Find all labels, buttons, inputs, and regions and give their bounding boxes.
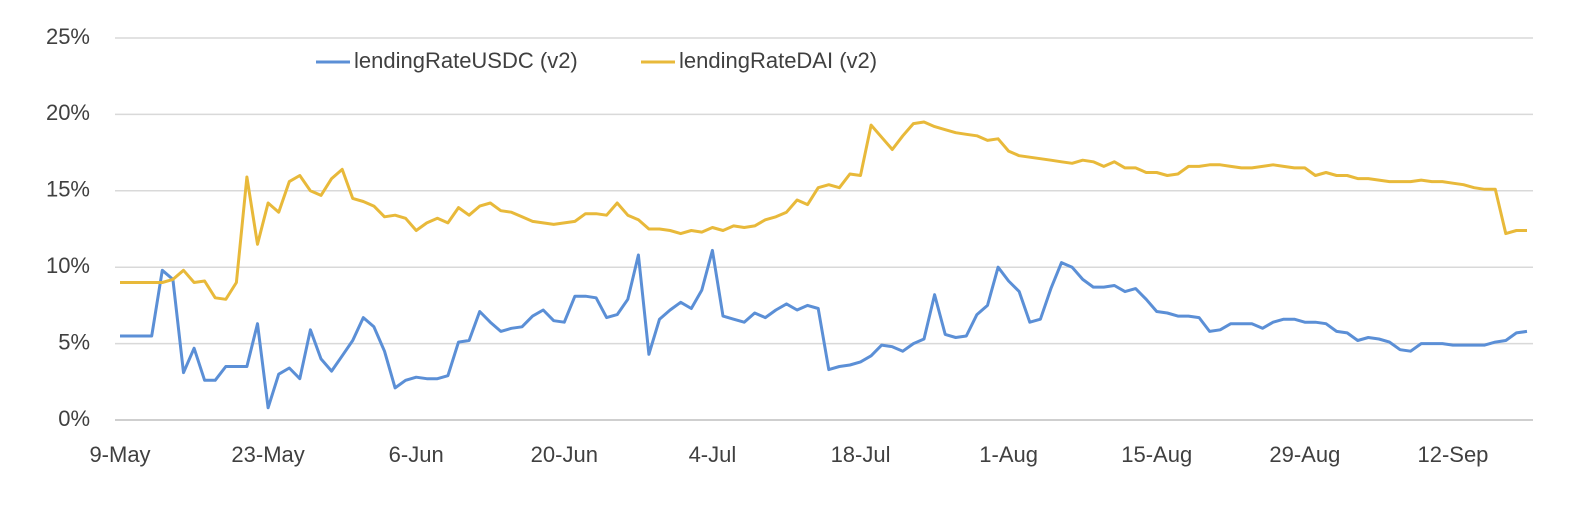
y-tick-label: 15%: [46, 177, 90, 202]
legend-label: lendingRateUSDC (v2): [354, 48, 578, 73]
y-tick-label: 10%: [46, 253, 90, 278]
y-tick-label: 25%: [46, 24, 90, 49]
series-line: [120, 248, 1528, 410]
x-tick-label: 20-Jun: [531, 442, 598, 467]
x-tick-label: 15-Aug: [1121, 442, 1192, 467]
x-tick-label: 29-Aug: [1269, 442, 1340, 467]
y-tick-label: 5%: [58, 329, 90, 354]
x-tick-label: 23-May: [231, 442, 304, 467]
x-tick-label: 12-Sep: [1417, 442, 1488, 467]
legend-label: lendingRateDAI (v2): [679, 48, 877, 73]
x-tick-label: 1-Aug: [979, 442, 1038, 467]
x-tick-label: 18-Jul: [831, 442, 891, 467]
series-line: [120, 120, 1527, 301]
x-tick-label: 6-Jun: [389, 442, 444, 467]
y-tick-label: 0%: [58, 406, 90, 431]
y-tick-label: 20%: [46, 100, 90, 125]
x-tick-label: 4-Jul: [689, 442, 737, 467]
x-tick-label: 9-May: [89, 442, 150, 467]
